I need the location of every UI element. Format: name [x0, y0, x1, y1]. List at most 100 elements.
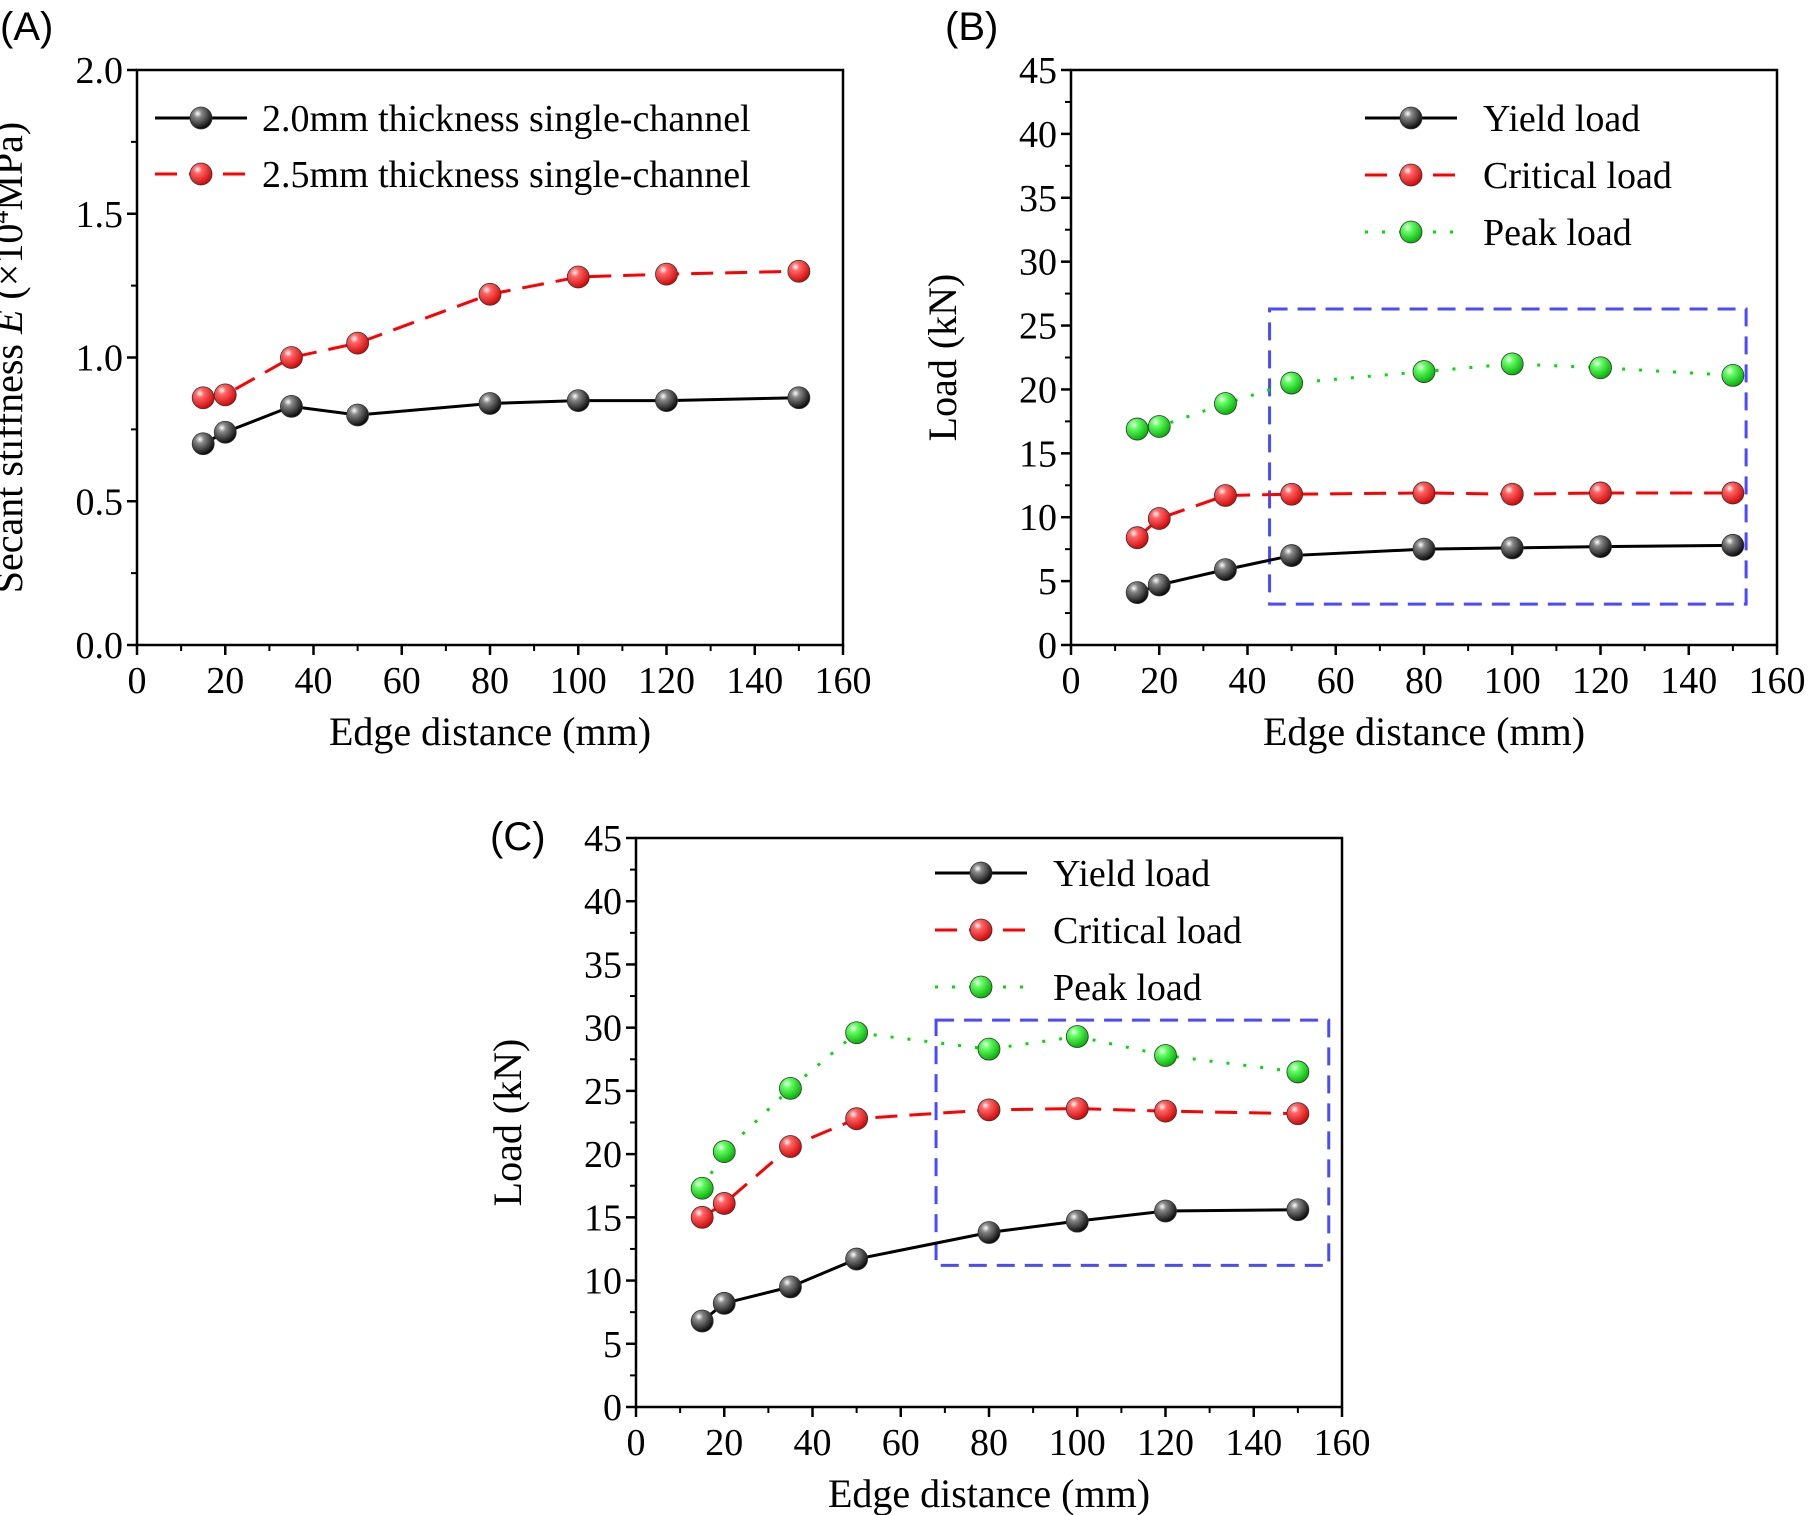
legend-label: Critical load: [1053, 910, 1242, 952]
data-point: [1125, 526, 1149, 550]
data-point: [213, 420, 237, 444]
y-tick-label: 0: [603, 1387, 622, 1429]
legend-marker: [1399, 163, 1423, 187]
data-point: [845, 1107, 869, 1131]
panel-label: (B): [945, 5, 998, 49]
legend-marker: [1399, 106, 1423, 130]
series-1: [191, 259, 811, 410]
data-point: [566, 265, 590, 289]
x-tick-label: 100: [1049, 1422, 1106, 1464]
legend-marker: [189, 106, 213, 130]
y-tick-label: 0: [1038, 625, 1057, 667]
y-tick-label: 5: [603, 1324, 622, 1366]
data-point: [1500, 482, 1524, 506]
data-point: [1721, 363, 1745, 387]
x-tick-label: 160: [815, 660, 872, 702]
data-point: [1721, 533, 1745, 557]
data-point: [1154, 1199, 1177, 1223]
data-point: [690, 1205, 714, 1229]
x-tick-label: 160: [1749, 660, 1806, 702]
chart-panel-b: (B) 0 20 40 60 80 100 120 140 160 0 5 10 15 20 25 30 35 40…: [920, 5, 1806, 754]
x-tick-label: 160: [1314, 1422, 1371, 1464]
y-tick-label: 0.0: [76, 625, 124, 667]
y-axis-title: Load (kN): [485, 1039, 530, 1207]
y-tick-label: 2.0: [76, 50, 124, 92]
data-point: [1412, 360, 1436, 383]
x-axis-title: Edge distance (mm): [1263, 709, 1585, 754]
data-point: [280, 346, 303, 369]
data-point: [1286, 1102, 1310, 1126]
data-point: [655, 262, 678, 286]
y-tick-label: 0.5: [76, 481, 124, 523]
data-point: [1589, 356, 1612, 380]
panel-label: (C): [490, 815, 546, 859]
data-point: [1065, 1209, 1089, 1233]
x-tick-label: 60: [383, 660, 421, 702]
y-tick-label: 45: [1019, 50, 1057, 92]
legend-marker: [969, 861, 993, 885]
y-tick-label: 20: [584, 1134, 622, 1176]
data-point: [191, 386, 215, 410]
y-tick-label: 30: [1019, 242, 1057, 284]
y-axis-title-part: E: [0, 310, 31, 335]
data-point: [1214, 392, 1237, 415]
legend: Yield load Critical load Peak load: [1365, 98, 1672, 254]
y-tick-label: 25: [584, 1071, 622, 1113]
data-point: [1280, 544, 1304, 567]
x-tick-label: 20: [1140, 660, 1178, 702]
legend-marker: [1399, 220, 1423, 244]
x-tick-label: 80: [471, 660, 509, 702]
y-axis-title-part: (×10: [0, 224, 31, 310]
x-axis-title: Edge distance (mm): [828, 1471, 1150, 1515]
legend-label: 2.5mm thickness single-channel: [262, 154, 751, 196]
data-point: [1214, 484, 1237, 507]
x-tick-label: 140: [726, 660, 783, 702]
data-point: [1500, 536, 1524, 560]
x-tick-label: 120: [638, 660, 695, 702]
data-point: [712, 1291, 736, 1315]
data-point: [1412, 481, 1436, 505]
data-point: [1147, 415, 1171, 438]
data-point: [1154, 1099, 1177, 1123]
x-tick-label: 100: [1484, 660, 1541, 702]
y-tick-label: 20: [1019, 369, 1057, 411]
data-point: [977, 1221, 1001, 1244]
y-axis-title-part: Secant stiffness: [0, 334, 31, 593]
x-tick-label: 140: [1225, 1422, 1282, 1464]
y-tick-label: 40: [584, 881, 622, 923]
data-point: [1065, 1025, 1089, 1048]
data-point: [1147, 507, 1171, 530]
data-point: [690, 1309, 714, 1333]
panel-label: (A): [0, 5, 53, 49]
legend-label: Yield load: [1053, 853, 1210, 895]
data-point: [779, 1076, 802, 1100]
data-point: [712, 1192, 736, 1215]
data-point: [1280, 482, 1304, 506]
data-point: [280, 394, 303, 418]
data-point: [779, 1275, 802, 1299]
data-point: [1125, 417, 1149, 441]
x-tick-label: 120: [1572, 660, 1629, 702]
y-tick-label: 1.5: [76, 194, 124, 236]
data-point: [1280, 371, 1304, 395]
legend-label: Peak load: [1483, 212, 1632, 254]
legend-marker: [969, 975, 993, 999]
x-tick-label: 0: [128, 660, 147, 702]
data-point: [1589, 535, 1612, 559]
series-line: [701, 1107, 1298, 1219]
legend-label: 2.0mm thickness single-channel: [262, 98, 751, 140]
x-tick-label: 60: [1317, 660, 1355, 702]
series-line: [1136, 491, 1733, 539]
legend-label: Yield load: [1483, 98, 1640, 140]
legend: Yield load Critical load Peak load: [935, 853, 1242, 1009]
legend: 2.0mm thickness single-channel 2.5mm thic…: [155, 98, 751, 196]
series-line: [202, 396, 799, 446]
highlight-box: [934, 1018, 1331, 1267]
chart-panel-c: (C) 0 20 40 60 80 100 120 140 160 0 5 10 15 20 25 30 35 40…: [485, 815, 1371, 1515]
data-point: [1286, 1198, 1310, 1222]
y-tick-label: 40: [1019, 114, 1057, 156]
x-tick-label: 20: [705, 1422, 743, 1464]
legend-label: Peak load: [1053, 967, 1202, 1009]
data-point: [1065, 1097, 1089, 1120]
